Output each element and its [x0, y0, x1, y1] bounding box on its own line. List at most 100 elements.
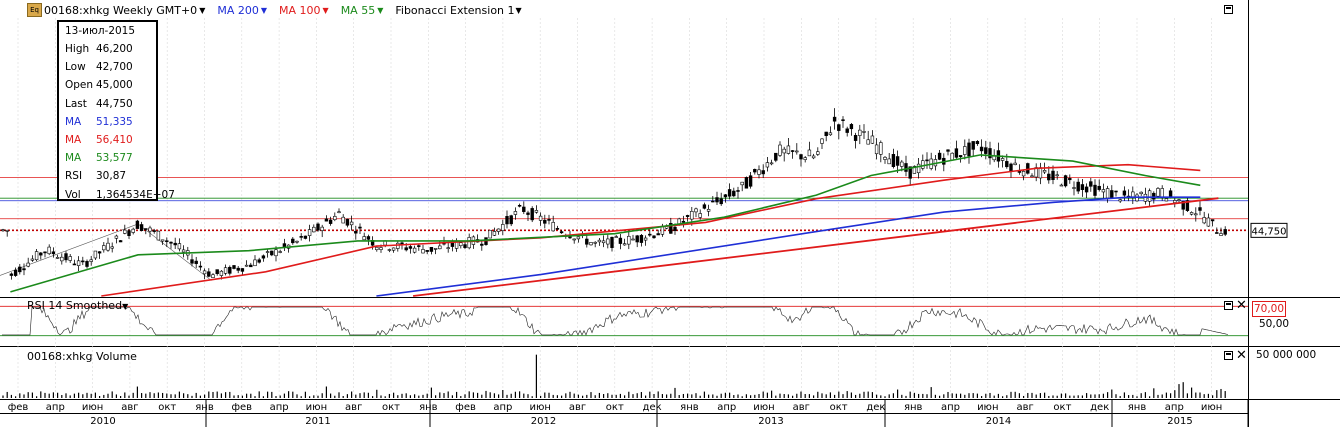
- candle-body: [841, 119, 845, 121]
- candle-body: [795, 150, 799, 153]
- candle-body: [492, 231, 497, 236]
- infobox-key: MA: [65, 152, 82, 165]
- candle-body: [320, 226, 324, 231]
- candle-body: [828, 132, 833, 136]
- indicator-ma100[interactable]: MA 100: [279, 3, 321, 17]
- candle-body: [614, 236, 618, 238]
- candle-body: [1189, 212, 1194, 215]
- candle-body: [988, 148, 992, 159]
- candle-body: [727, 189, 732, 197]
- candle-body: [496, 228, 501, 232]
- candle-body: [866, 139, 870, 145]
- candle-body: [832, 116, 837, 122]
- rsi-maximize-button[interactable]: [1224, 301, 1233, 310]
- x-tick-label: фев: [231, 402, 252, 413]
- x-tick-label: окт: [382, 402, 400, 413]
- candle-body: [240, 268, 245, 272]
- candle-body: [593, 241, 597, 244]
- candle-body: [979, 146, 984, 152]
- candle-body: [282, 243, 287, 248]
- candle-body: [215, 269, 219, 274]
- candle-body: [106, 242, 110, 251]
- close-icon[interactable]: ✕: [1236, 298, 1247, 313]
- rsi-label-text[interactable]: RSI 14 Smoothed: [27, 299, 123, 312]
- close-icon[interactable]: ✕: [1236, 348, 1247, 363]
- series-ma-100: [101, 163, 1201, 297]
- maximize-button[interactable]: [1224, 5, 1233, 14]
- candle-body: [589, 242, 593, 246]
- candle-body: [853, 135, 858, 141]
- candle-body: [72, 263, 77, 266]
- candle-body: [1076, 181, 1080, 192]
- candle-body: [165, 240, 169, 243]
- candle-body: [530, 208, 534, 221]
- volume-maximize-button[interactable]: [1224, 351, 1233, 360]
- candle-body: [782, 148, 786, 154]
- candle-body: [1038, 167, 1043, 179]
- candle-body: [387, 249, 392, 251]
- candle-body: [811, 155, 816, 159]
- candle-body: [984, 147, 988, 154]
- candle-body: [820, 138, 824, 144]
- candle-body: [408, 246, 413, 249]
- candle-body: [114, 235, 119, 239]
- volume-panel-label: 00168:xhkg Volume: [27, 350, 137, 363]
- eq-icon[interactable]: Eq: [27, 3, 42, 17]
- chevron-down-icon[interactable]: ▼: [199, 5, 206, 15]
- candle-body: [538, 215, 543, 221]
- candle-body: [156, 230, 161, 241]
- candle-body: [572, 238, 576, 241]
- infobox-value: 46,200: [96, 43, 133, 55]
- chevron-down-icon[interactable]: ▼: [515, 5, 522, 15]
- candle-body: [1101, 189, 1106, 193]
- candle-body: [971, 141, 975, 150]
- x-tick-label: янв: [419, 402, 438, 413]
- indicator-fibonacci[interactable]: Fibonacci Extension 1: [395, 3, 515, 17]
- candle-body: [711, 200, 715, 203]
- x-tick-label: янв: [904, 402, 923, 413]
- candle-body: [1181, 201, 1185, 210]
- candle-body: [480, 243, 484, 246]
- candle-body: [967, 142, 971, 157]
- candle-body: [274, 249, 278, 257]
- chevron-down-icon[interactable]: ▼: [322, 5, 329, 15]
- candle-body: [740, 181, 744, 186]
- candle-body: [160, 239, 165, 242]
- infobox-value: 53,577: [96, 152, 133, 165]
- indicator-ma200[interactable]: MA 200: [217, 3, 259, 17]
- candle-body: [769, 162, 774, 165]
- symbol-label[interactable]: 00168:xhkg Weekly GMT+0: [44, 3, 198, 17]
- candle-body: [459, 242, 463, 247]
- candle-body: [97, 251, 102, 254]
- candle-body: [333, 216, 337, 220]
- x-tick-label: авг: [1016, 402, 1033, 413]
- candle-body: [1131, 191, 1135, 198]
- candle-body: [81, 260, 85, 263]
- candle-body: [9, 273, 14, 276]
- candle-body: [13, 269, 18, 276]
- candle-body: [837, 124, 841, 131]
- candle-body: [501, 224, 505, 231]
- candle-body: [702, 204, 707, 209]
- rsi-panel-label: RSI 14 Smoothed▼: [27, 299, 128, 312]
- x-tick-label: апр: [46, 402, 65, 413]
- candle-body: [76, 260, 81, 266]
- chevron-down-icon[interactable]: ▼: [377, 5, 384, 15]
- candle-body: [93, 250, 98, 259]
- candle-body: [559, 231, 564, 234]
- candle-body: [30, 258, 35, 261]
- candle-body: [652, 235, 656, 239]
- indicator-ma55[interactable]: MA 55: [340, 3, 376, 17]
- x-tick-label: авг: [121, 402, 138, 413]
- candle-body: [1055, 174, 1059, 177]
- chevron-down-icon[interactable]: ▼: [122, 302, 129, 311]
- x-tick-label: дек: [643, 402, 662, 413]
- candle-body: [379, 247, 383, 250]
- candle-body: [68, 256, 72, 261]
- candle-body: [824, 131, 828, 136]
- candle-body: [1223, 229, 1227, 235]
- volume-tick-label: 50 000 000: [1256, 349, 1317, 361]
- candle-body: [1042, 170, 1047, 173]
- chevron-down-icon[interactable]: ▼: [260, 5, 268, 15]
